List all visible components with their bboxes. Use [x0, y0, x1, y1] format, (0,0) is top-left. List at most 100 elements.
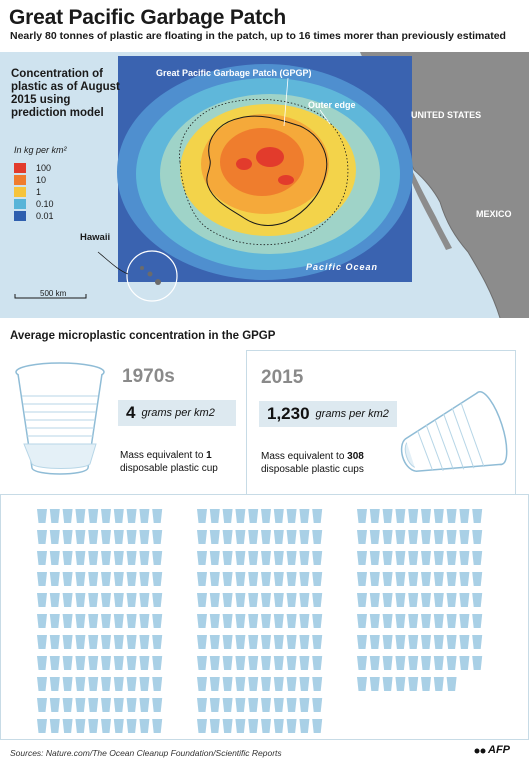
legend-item: 1 — [14, 186, 54, 198]
cup-icon — [261, 614, 271, 628]
cup-icon — [421, 593, 431, 607]
cup-icon — [101, 593, 111, 607]
cup-icon — [113, 614, 124, 628]
cup-icon — [286, 677, 297, 691]
cup-icon — [261, 593, 271, 607]
cup-icon — [382, 572, 393, 586]
cup-icon — [139, 719, 150, 733]
legend-title: Concentration of plastic as of August 20… — [11, 68, 120, 119]
cup-icon — [152, 509, 163, 523]
cup-icon — [408, 677, 419, 691]
cup-icon — [152, 635, 163, 649]
cup-icon — [459, 593, 470, 607]
cup-icon — [139, 677, 150, 691]
cup-icon — [152, 719, 163, 733]
cup-icon — [421, 614, 431, 628]
cup-icon — [382, 614, 393, 628]
cup-icon — [446, 509, 457, 523]
cup-icon — [235, 635, 246, 649]
cup-icon — [357, 635, 367, 649]
cup-icon — [248, 719, 259, 733]
cup-icon — [152, 551, 163, 565]
cup-icon — [286, 614, 297, 628]
cup-icon — [472, 509, 483, 523]
cup-icon — [421, 656, 431, 670]
cup-icon — [126, 614, 137, 628]
cup-icon — [286, 656, 297, 670]
cup-icon — [382, 593, 393, 607]
cup-icon — [126, 509, 137, 523]
cup-icon — [88, 698, 99, 712]
cup-icon — [433, 509, 444, 523]
cup-icon — [222, 572, 233, 586]
cup-icon — [433, 635, 444, 649]
panel-1970s: 1970s 4 grams per km2 Mass equivalent to… — [0, 350, 246, 494]
cup-icon — [222, 551, 233, 565]
cup-icon — [421, 572, 431, 586]
cup-icon — [286, 572, 297, 586]
cup-icon — [459, 509, 470, 523]
cup-icon — [312, 677, 323, 691]
mexico-label: MEXICO — [476, 209, 512, 219]
amount-2015-value: 1,230 — [267, 404, 310, 423]
cup-icon — [459, 530, 470, 544]
cup-icon — [312, 719, 323, 733]
cup-icon — [261, 551, 271, 565]
cup-icon — [88, 656, 99, 670]
legend-item: 0.01 — [14, 210, 54, 222]
mass-2015-value: 308 — [347, 451, 364, 462]
cup-icon — [126, 593, 137, 607]
pacific-ocean-label: Pacific Ocean — [306, 262, 379, 272]
cup-icon — [446, 635, 457, 649]
cup-icon — [235, 698, 246, 712]
cup-icon — [408, 551, 419, 565]
cup-icon — [126, 635, 137, 649]
cup-icon — [433, 551, 444, 565]
mass-2015: Mass equivalent to 308 disposable plasti… — [261, 450, 364, 476]
zone-100-b — [236, 158, 252, 170]
cup-icon — [126, 551, 137, 565]
cup-icon — [113, 572, 124, 586]
cup-icon — [113, 509, 124, 523]
cup-icon — [37, 677, 47, 691]
cup-icon — [222, 509, 233, 523]
cup-icon — [433, 593, 444, 607]
cup-icon — [395, 509, 406, 523]
cup-icon — [37, 656, 47, 670]
cup-icon — [197, 593, 207, 607]
cup-icon — [88, 677, 99, 691]
cup-icon — [261, 530, 271, 544]
cup-icon — [113, 698, 124, 712]
amount-1970s: 4 grams per km2 — [118, 400, 236, 426]
cup-icon — [75, 572, 86, 586]
cup-icon — [248, 572, 259, 586]
cup-icon — [75, 719, 86, 733]
legend-item: 10 — [14, 174, 54, 186]
cup-icon — [88, 719, 99, 733]
cup-icon — [126, 719, 137, 733]
cup-icon — [113, 635, 124, 649]
map-graphic — [14, 52, 529, 318]
cup-icon — [446, 551, 457, 565]
cup-icon — [312, 509, 323, 523]
cup-icon — [113, 677, 124, 691]
cup-icon — [88, 509, 99, 523]
mass-1970s-prefix: Mass equivalent to — [120, 450, 207, 461]
cup-icon — [49, 677, 60, 691]
hawaii-label: Hawaii — [80, 232, 111, 243]
cup-icon — [248, 593, 259, 607]
legend-label: 0.10 — [36, 199, 54, 209]
cup-icon — [382, 677, 393, 691]
cup-icon — [446, 530, 457, 544]
cup-icon — [299, 593, 310, 607]
legend-label: 0.01 — [36, 211, 54, 221]
cup-icon — [62, 719, 73, 733]
cup-icon — [101, 698, 111, 712]
cup-icon — [395, 572, 406, 586]
page-title: Great Pacific Garbage Patch — [9, 6, 287, 29]
cup-icon — [472, 593, 483, 607]
cup-icon — [197, 635, 207, 649]
cup-icon — [101, 614, 111, 628]
cup-icon — [209, 614, 220, 628]
united-states-label: UNITED STATES — [411, 110, 482, 120]
